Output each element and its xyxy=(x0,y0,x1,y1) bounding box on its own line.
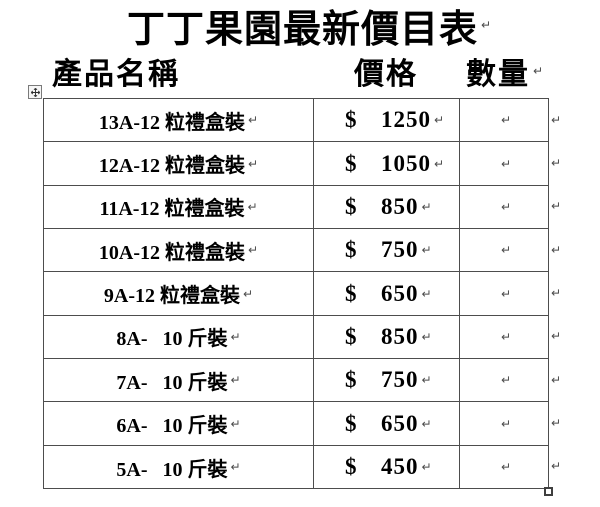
quantity-cell[interactable]: ↵ xyxy=(460,446,549,489)
currency-symbol: $ xyxy=(345,150,357,176)
currency-symbol: $ xyxy=(345,107,357,133)
document-title-line[interactable]: 丁丁果園最新價目表 ↵ xyxy=(127,0,492,51)
price-value: 1250 xyxy=(381,107,431,133)
currency-symbol: $ xyxy=(345,193,357,219)
row-end-mark-icon: ↵ xyxy=(551,199,562,214)
row-end-mark-icon: ↵ xyxy=(551,459,562,474)
price-value: 650 xyxy=(381,280,419,306)
currency-symbol: $ xyxy=(345,367,357,393)
document-title: 丁丁果園最新價目表 xyxy=(127,8,479,51)
cell-end-mark-icon: ↵ xyxy=(500,460,512,475)
product-cell[interactable]: 9A-12 粒禮盒裝 ↵ xyxy=(44,272,314,316)
price-cell[interactable]: $ 1250 ↵ xyxy=(314,99,460,143)
price-value: 650 xyxy=(381,410,419,436)
quantity-cell[interactable]: ↵ xyxy=(460,186,549,230)
column-header-line: 產品名稱 價格 數量 ↵ xyxy=(0,53,600,91)
product-cell[interactable]: 11A-12 粒禮盒裝 ↵ xyxy=(44,185,314,230)
row-end-mark-icon: ↵ xyxy=(551,242,562,257)
cell-end-mark-icon: ↵ xyxy=(434,113,445,128)
quantity-cell[interactable]: ↵ xyxy=(460,99,549,143)
header-product-name[interactable]: 產品名稱 xyxy=(52,58,180,91)
cell-end-mark-icon: ↵ xyxy=(500,286,512,301)
cell-end-mark-icon: ↵ xyxy=(500,113,512,128)
product-cell[interactable]: 8A- 10 斤裝 ↵ xyxy=(44,315,314,360)
price-value: 450 xyxy=(381,454,419,480)
cell-end-mark-icon: ↵ xyxy=(243,286,254,301)
cell-end-mark-icon: ↵ xyxy=(500,199,512,214)
price-cell[interactable]: $ 750 ↵ xyxy=(314,229,460,273)
price-value: 1050 xyxy=(381,150,431,176)
cell-end-mark-icon: ↵ xyxy=(248,243,259,258)
row-end-mark-icon: ↵ xyxy=(551,286,562,301)
cell-end-mark-icon: ↵ xyxy=(248,113,259,128)
row-end-mark-icon: ↵ xyxy=(551,156,562,171)
cell-end-mark-icon: ↵ xyxy=(230,416,241,431)
quantity-cell[interactable]: ↵ xyxy=(460,402,549,446)
cell-end-mark-icon: ↵ xyxy=(434,156,445,171)
cell-end-mark-icon: ↵ xyxy=(421,243,432,258)
currency-symbol: $ xyxy=(345,410,357,436)
cell-end-mark-icon: ↵ xyxy=(230,373,241,388)
price-cell[interactable]: $ 1050 ↵ xyxy=(314,142,460,186)
cell-end-mark-icon: ↵ xyxy=(421,373,432,388)
cell-end-mark-icon: ↵ xyxy=(248,156,259,171)
cell-end-mark-icon: ↵ xyxy=(500,156,512,171)
cell-end-mark-icon: ↵ xyxy=(230,460,241,475)
row-end-mark-icon: ↵ xyxy=(551,416,562,431)
price-value: 750 xyxy=(381,367,419,393)
currency-symbol: $ xyxy=(345,280,357,306)
product-cell[interactable]: 7A- 10 斤裝 ↵ xyxy=(44,359,314,403)
cell-end-mark-icon: ↵ xyxy=(230,329,241,344)
cell-end-mark-icon: ↵ xyxy=(247,199,258,214)
row-end-mark-icon: ↵ xyxy=(551,112,562,127)
price-cell[interactable]: $ 850 ↵ xyxy=(314,315,460,360)
cell-end-mark-icon: ↵ xyxy=(500,329,512,344)
row-end-mark-icon: ↵ xyxy=(551,329,562,344)
product-cell[interactable]: 13A-12 粒禮盒裝 ↵ xyxy=(44,99,314,143)
price-cell[interactable]: $ 750 ↵ xyxy=(314,359,460,403)
cell-end-mark-icon: ↵ xyxy=(421,199,432,214)
quantity-cell[interactable]: ↵ xyxy=(460,272,549,316)
price-value: 850 xyxy=(381,193,419,219)
price-value: 750 xyxy=(381,237,419,263)
price-cell[interactable]: $ 650 ↵ xyxy=(314,402,460,446)
cell-end-mark-icon: ↵ xyxy=(421,460,432,475)
product-cell[interactable]: 5A- 10 斤裝 ↵ xyxy=(44,445,314,490)
move-arrows-icon xyxy=(30,87,40,97)
paragraph-mark-icon: ↵ xyxy=(533,64,544,78)
currency-symbol: $ xyxy=(345,237,357,263)
cell-end-mark-icon: ↵ xyxy=(500,373,512,388)
product-cell[interactable]: 12A-12 粒禮盒裝 ↵ xyxy=(44,142,314,186)
cell-end-mark-icon: ↵ xyxy=(421,286,432,301)
price-cell[interactable]: $ 850 ↵ xyxy=(314,185,460,230)
row-end-marks: ↵ ↵ ↵ ↵ ↵ ↵ ↵ ↵ ↵ xyxy=(551,98,571,489)
product-cell[interactable]: 6A- 10 斤裝 ↵ xyxy=(44,402,314,446)
quantity-cell[interactable]: ↵ xyxy=(460,229,549,273)
price-cell[interactable]: $ 650 ↵ xyxy=(314,272,460,316)
price-value: 850 xyxy=(381,323,419,349)
paragraph-mark-icon: ↵ xyxy=(481,18,492,32)
cell-end-mark-icon: ↵ xyxy=(421,416,432,431)
quantity-cell[interactable]: ↵ xyxy=(460,142,549,186)
header-quantity[interactable]: 數量 ↵ xyxy=(466,58,544,91)
cell-end-mark-icon: ↵ xyxy=(500,243,512,258)
table-move-handle[interactable] xyxy=(28,85,42,99)
product-cell[interactable]: 10A-12 粒禮盒裝 ↵ xyxy=(44,229,314,273)
currency-symbol: $ xyxy=(345,454,357,480)
quantity-cell[interactable]: ↵ xyxy=(460,316,549,360)
row-end-mark-icon: ↵ xyxy=(551,372,562,387)
quantity-cell[interactable]: ↵ xyxy=(460,359,549,403)
cell-end-mark-icon: ↵ xyxy=(421,329,432,344)
table-resize-handle[interactable] xyxy=(544,487,553,496)
currency-symbol: $ xyxy=(345,323,357,349)
header-price[interactable]: 價格 xyxy=(354,58,418,91)
cell-end-mark-icon: ↵ xyxy=(500,416,512,431)
price-table: 13A-12 粒禮盒裝 ↵ $ 1250 ↵ ↵ 12A-12 粒禮盒裝 ↵ $ 1… xyxy=(43,98,549,490)
price-cell[interactable]: $ 450 ↵ xyxy=(314,445,460,490)
